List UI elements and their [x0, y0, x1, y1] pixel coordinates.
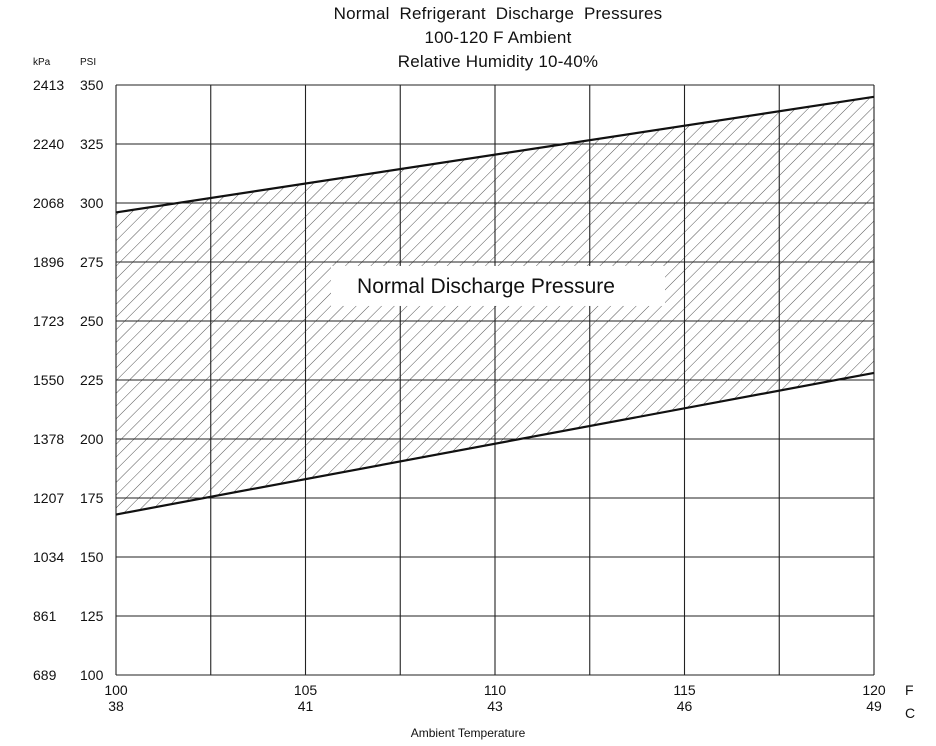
- y-tick-kpa-1896: 1896: [33, 254, 64, 270]
- y-tick-psi-300: 300: [80, 195, 104, 211]
- y-tick-psi-100: 100: [80, 667, 104, 683]
- x-axis-label: Ambient Temperature: [410, 726, 526, 740]
- y-tick-kpa-1550: 1550: [33, 372, 64, 388]
- x-tick-c-46: 46: [677, 698, 693, 714]
- lower-limit-line: [115, 371, 875, 516]
- y-tick-kpa-1378: 1378: [33, 431, 64, 447]
- y-tick-kpa-1723: 1723: [33, 313, 64, 329]
- y-tick-kpa-2413: 2413: [33, 77, 64, 93]
- x-tick-f-110: 110: [484, 682, 507, 698]
- y-tick-kpa-689: 689: [33, 667, 57, 683]
- y-tick-kpa-1207: 1207: [33, 490, 64, 506]
- chart-title-line-1: Normal Refrigerant Discharge Pressures: [333, 4, 663, 23]
- y-tick-kpa-2240: 2240: [33, 136, 64, 152]
- y-tick-psi-175: 175: [80, 490, 104, 506]
- kpa-axis-header: kPa: [33, 57, 51, 68]
- x-unit-c: C: [905, 705, 915, 721]
- y-tick-psi-125: 125: [80, 608, 104, 624]
- chart-title-line-3: Relative Humidity 10-40%: [397, 52, 599, 71]
- y-tick-kpa-1034: 1034: [33, 549, 64, 565]
- x-tick-f-115: 115: [673, 682, 696, 698]
- y-tick-psi-275: 275: [80, 254, 104, 270]
- upper-limit-line: [115, 95, 875, 214]
- x-tick-f-100: 100: [104, 682, 128, 698]
- x-unit-f: F: [905, 682, 914, 698]
- band-label: Normal Discharge Pressure: [357, 275, 615, 298]
- y-tick-psi-325: 325: [80, 136, 104, 152]
- x-tick-f-105: 105: [294, 682, 318, 698]
- x-tick-f-120: 120: [862, 682, 886, 698]
- y-tick-psi-225: 225: [80, 372, 104, 388]
- x-tick-c-49: 49: [866, 698, 882, 714]
- band-label-background: [331, 265, 665, 306]
- x-tick-c-43: 43: [487, 698, 503, 714]
- y-tick-psi-150: 150: [80, 549, 104, 565]
- psi-axis-header: PSI: [80, 57, 97, 68]
- y-tick-psi-200: 200: [80, 431, 104, 447]
- y-tick-kpa-2068: 2068: [33, 195, 64, 211]
- x-tick-c-38: 38: [108, 698, 124, 714]
- y-tick-kpa-861: 861: [33, 608, 57, 624]
- chart-title-line-2: 100-120 F Ambient: [424, 28, 572, 47]
- y-tick-psi-250: 250: [80, 313, 104, 329]
- x-tick-c-41: 41: [298, 698, 314, 714]
- y-tick-psi-350: 350: [80, 77, 104, 93]
